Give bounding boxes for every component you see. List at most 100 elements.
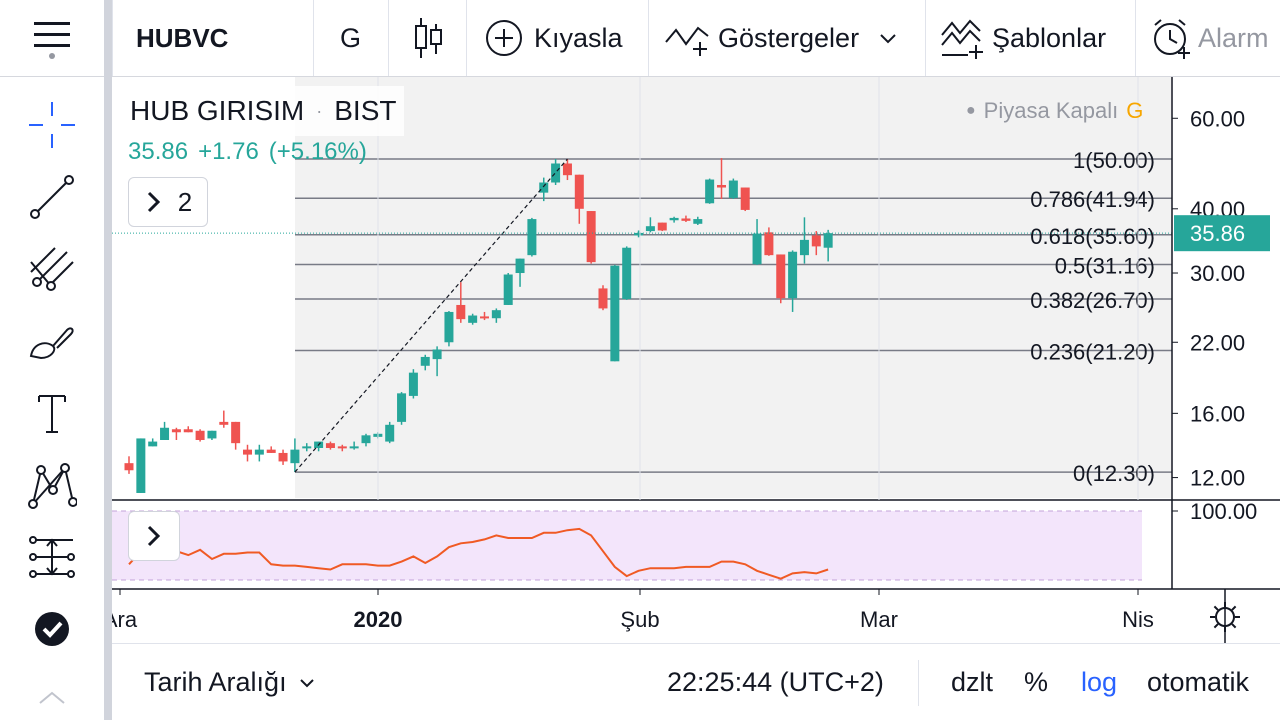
auto-toggle[interactable]: otomatik: [1147, 667, 1250, 697]
chart-panel[interactable]: 1(50.00) 0.786(41.94) 0.618(35.60) 0.5(31.1…: [103, 77, 1280, 643]
gear-tooth: [1213, 605, 1219, 611]
price-tick-label: 60.00: [1190, 106, 1245, 131]
fib-level-label: 0(12.30): [1073, 461, 1155, 486]
candle-body: [539, 182, 549, 193]
fib-level-label: 0.236(21.20): [1030, 340, 1155, 365]
tool-brush[interactable]: [22, 311, 82, 371]
interval-button[interactable]: G: [340, 22, 362, 53]
candle-body: [420, 356, 430, 366]
compare-label: Kıyasla: [534, 22, 623, 53]
studies-toggle-button[interactable]: 2: [128, 177, 208, 227]
fib-level-label: 0.5(31.16): [1055, 254, 1155, 279]
candle-body: [515, 258, 525, 274]
pitchfork-icon: [30, 247, 74, 291]
menu-button[interactable]: [0, 0, 104, 76]
oscillator-pane: 100.00: [112, 499, 1257, 581]
candle-body: [669, 217, 679, 221]
chart-type-button[interactable]: [412, 0, 444, 76]
candle-body: [337, 446, 347, 449]
candle-body: [562, 163, 572, 176]
gear-tooth: [1231, 623, 1237, 629]
candle-body: [243, 449, 252, 455]
status-dot-icon: ●: [966, 102, 976, 119]
fib-level-label: 0.382(26.70): [1030, 288, 1155, 313]
indicators-button[interactable]: Göstergeler: [664, 0, 899, 76]
candle-body: [811, 235, 821, 247]
chevron-right-icon: [147, 191, 160, 213]
candle-body: [740, 187, 750, 210]
candle-body: [622, 247, 632, 300]
candle-body: [657, 222, 667, 231]
tool-measure[interactable]: [22, 527, 82, 587]
time-tick-label: 2020: [354, 607, 403, 632]
symbol-legend[interactable]: HUB GIRISIM · BIST: [122, 86, 405, 136]
legend-price-row: 35.86 +1.76 (+5.16%): [128, 138, 367, 166]
fib-retracement-levels: 1(50.00) 0.786(41.94) 0.618(35.60) 0.5(31.1…: [295, 148, 1172, 486]
tool-fib-retracement[interactable]: [22, 239, 82, 299]
tool-text[interactable]: [22, 383, 82, 443]
crosshair-icon: [29, 102, 75, 148]
toolbar-separator: [112, 0, 113, 76]
candlestick-series: [112, 158, 1172, 493]
candle-body: [231, 421, 241, 444]
alarm-button[interactable]: Alarm: [1150, 0, 1269, 76]
checkmark-circle-icon: [35, 612, 69, 646]
candle-body: [764, 232, 774, 256]
symbol-search-button[interactable]: HUBVC: [136, 22, 229, 53]
candle-body: [349, 446, 359, 449]
bottom-separator: [918, 660, 919, 706]
trend-line-icon: [30, 175, 74, 219]
gear-ring: [1215, 607, 1235, 627]
candle-body: [551, 163, 561, 183]
percent-toggle[interactable]: %: [1024, 667, 1049, 697]
fib-level-label: 0.618(35.60): [1030, 224, 1155, 249]
legend-separator: ·: [316, 100, 323, 121]
candle-body: [148, 441, 158, 447]
tool-crosshair[interactable]: [22, 95, 82, 155]
axes: 60.0040.0030.0022.0016.0012.0035.86Ara20…: [103, 77, 1280, 643]
price-tick-label: 22.00: [1190, 330, 1245, 355]
candle-body: [788, 251, 798, 299]
candle-body: [645, 226, 655, 232]
candle-body: [598, 288, 608, 309]
tool-scroll-up[interactable]: [22, 677, 82, 717]
text-icon: [38, 395, 66, 433]
candle-body: [610, 265, 620, 362]
chevron-right-icon: [147, 525, 161, 547]
tool-trend-line[interactable]: [22, 167, 82, 227]
candle-body: [823, 233, 833, 248]
candlestick-icon: [415, 18, 442, 58]
legend-change-percent: (+5.16%): [268, 138, 367, 165]
tool-patterns[interactable]: [22, 455, 82, 515]
gear-tooth: [1231, 605, 1237, 611]
toolbar-separator: [648, 0, 649, 76]
templates-label: Şablonlar: [992, 22, 1107, 53]
candle-body: [527, 219, 537, 256]
chevron-down-icon: [880, 34, 896, 44]
candle-body: [325, 443, 335, 448]
tool-favorites[interactable]: [22, 599, 82, 659]
candle-body: [385, 424, 395, 442]
chevron-down-icon: [299, 678, 314, 687]
candle-body: [480, 316, 489, 319]
chart-canvas[interactable]: 1(50.00) 0.786(41.94) 0.618(35.60) 0.5(31.1…: [103, 77, 1280, 643]
templates-button[interactable]: Şablonlar: [940, 0, 1106, 76]
market-status-label: Piyasa Kapalı: [983, 98, 1119, 123]
fib-trend-line: [294, 158, 568, 473]
candle-body: [183, 429, 193, 433]
drawing-toolbar: [0, 77, 104, 720]
toolbar-separator: [1135, 0, 1136, 76]
last-price-badge: [1174, 215, 1270, 252]
oscillator-legend-toggle[interactable]: [128, 511, 180, 561]
date-range-button[interactable]: Tarih Aralığı: [144, 644, 317, 720]
log-toggle[interactable]: log: [1081, 667, 1118, 697]
candle-body: [444, 311, 454, 343]
compare-button[interactable]: Kıyasla: [484, 0, 623, 76]
candle-body: [799, 239, 809, 256]
adjust-toggle[interactable]: dzlt: [951, 667, 994, 697]
last-price-label: 35.86: [1190, 221, 1245, 246]
bottom-toolbar: Tarih Aralığı 22:25:44 (UTC+2) dzlt % lo…: [112, 643, 1280, 720]
clock-display[interactable]: 22:25:44 (UTC+2): [667, 667, 884, 697]
candle-body: [195, 430, 205, 440]
